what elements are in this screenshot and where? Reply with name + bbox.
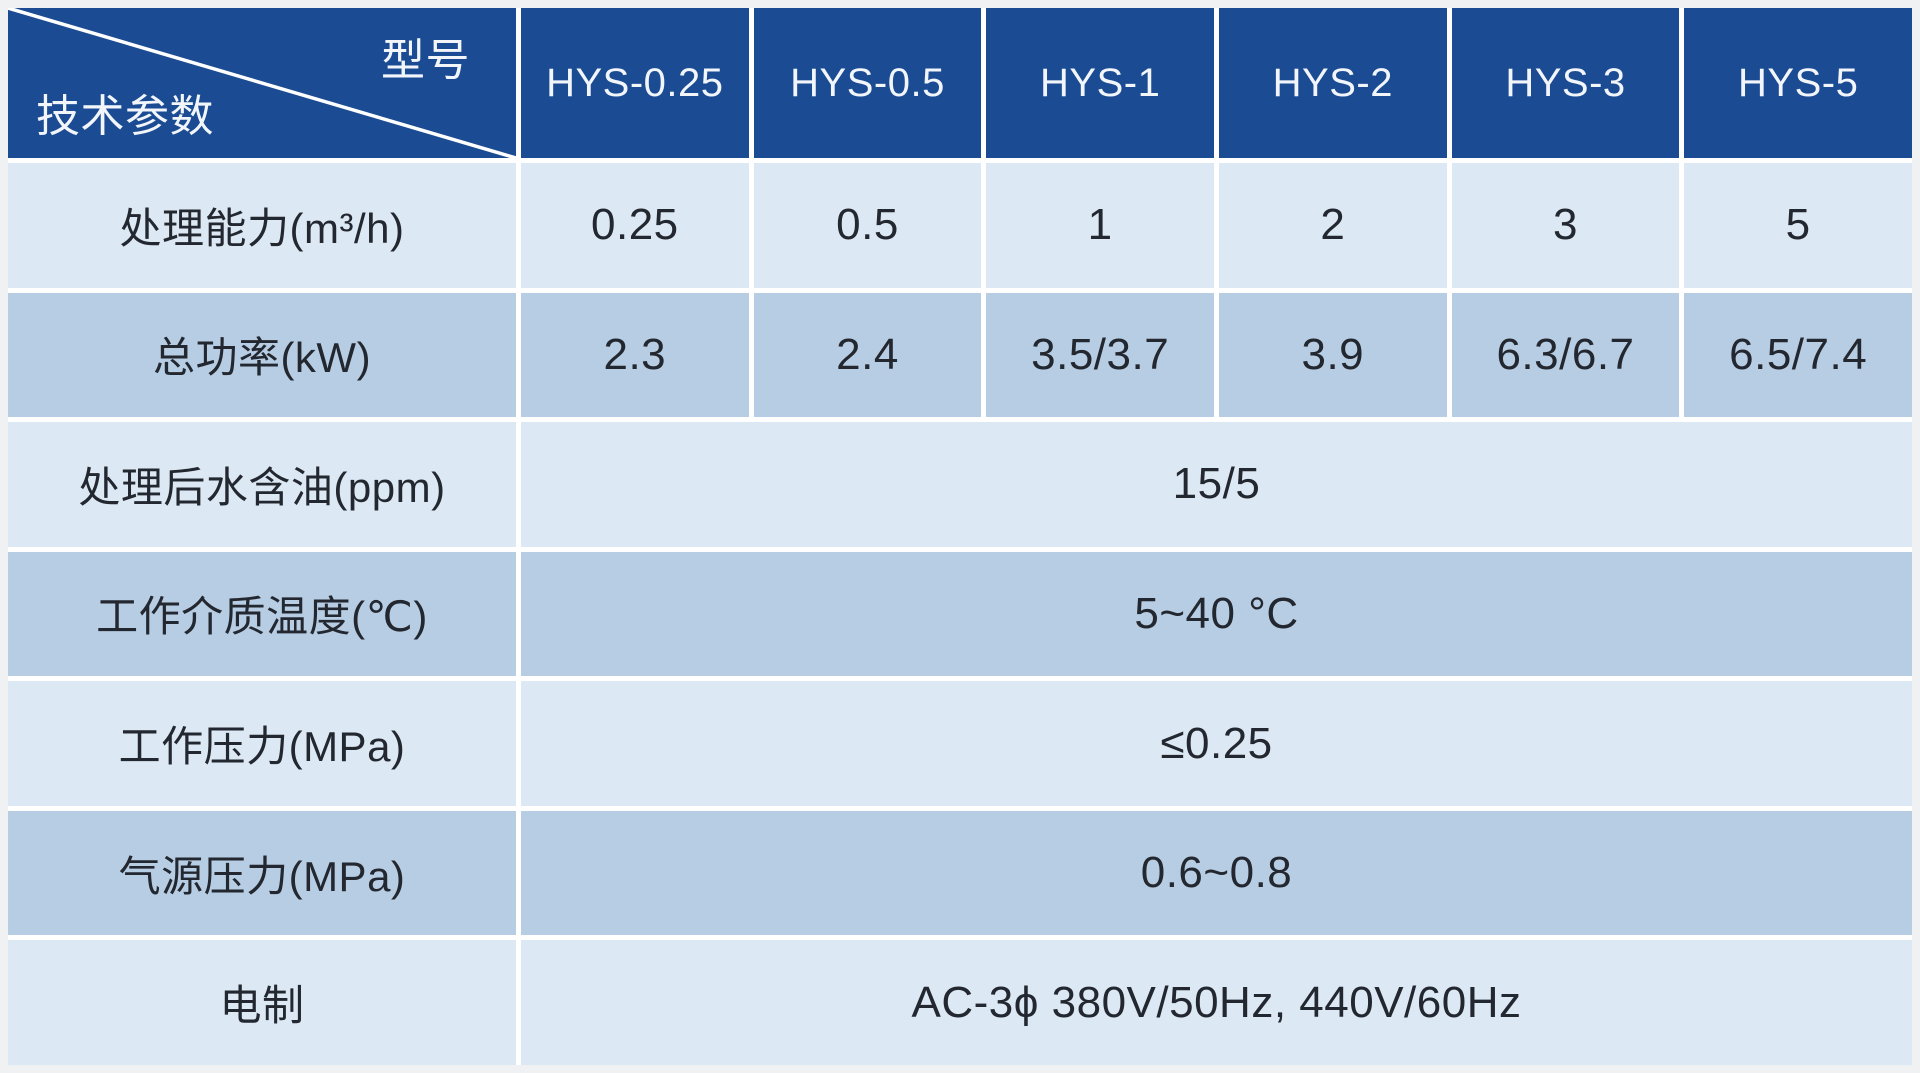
- spec-table: 型号 技术参数 HYS-0.25 HYS-0.5 HYS-1 HYS-2 HYS…: [8, 8, 1912, 1065]
- data-cell: 2.3: [521, 292, 749, 418]
- model-header: HYS-0.5: [753, 8, 982, 158]
- merged-data-cell: AC-3ϕ 380V/50Hz, 440V/60Hz: [521, 940, 1912, 1065]
- row-label-oil-content: 处理后水含油(ppm): [8, 422, 516, 547]
- corner-label-model: 型号: [381, 36, 470, 85]
- data-cell: 2: [1219, 163, 1447, 288]
- corner-header-cell: 型号 技术参数: [8, 8, 516, 158]
- model-header: HYS-1: [986, 8, 1214, 158]
- merged-data-cell: 15/5: [521, 422, 1912, 547]
- data-cell: 1: [986, 163, 1214, 288]
- data-cell: 5: [1684, 163, 1912, 288]
- merged-data-cell: 0.6~0.8: [521, 810, 1912, 936]
- data-cell: 3.5/3.7: [986, 292, 1214, 418]
- data-cell: 3: [1451, 163, 1680, 288]
- data-cell: 6.5/7.4: [1684, 292, 1912, 418]
- data-cell: 3.9: [1219, 292, 1447, 418]
- merged-data-cell: ≤0.25: [521, 681, 1912, 806]
- row-label-working-pressure: 工作压力(MPa): [8, 681, 516, 806]
- diagonal-divider-line: [8, 8, 516, 158]
- model-header: HYS-5: [1684, 8, 1912, 158]
- model-header: HYS-3: [1451, 8, 1680, 158]
- row-label-electrical-system: 电制: [8, 940, 516, 1065]
- data-cell: 6.3/6.7: [1451, 292, 1680, 418]
- merged-data-cell: 5~40 °C: [521, 551, 1912, 677]
- model-header: HYS-0.25: [521, 8, 749, 158]
- row-label-total-power: 总功率(kW): [8, 292, 516, 418]
- data-cell: 0.25: [521, 163, 749, 288]
- row-label-air-pressure: 气源压力(MPa): [8, 810, 516, 936]
- row-label-capacity: 处理能力(m³/h): [8, 163, 516, 288]
- corner-label-parameters: 技术参数: [36, 92, 214, 141]
- data-cell: 2.4: [753, 292, 982, 418]
- model-header: HYS-2: [1219, 8, 1447, 158]
- row-label-medium-temperature: 工作介质温度(℃): [8, 551, 516, 677]
- data-cell: 0.5: [753, 163, 982, 288]
